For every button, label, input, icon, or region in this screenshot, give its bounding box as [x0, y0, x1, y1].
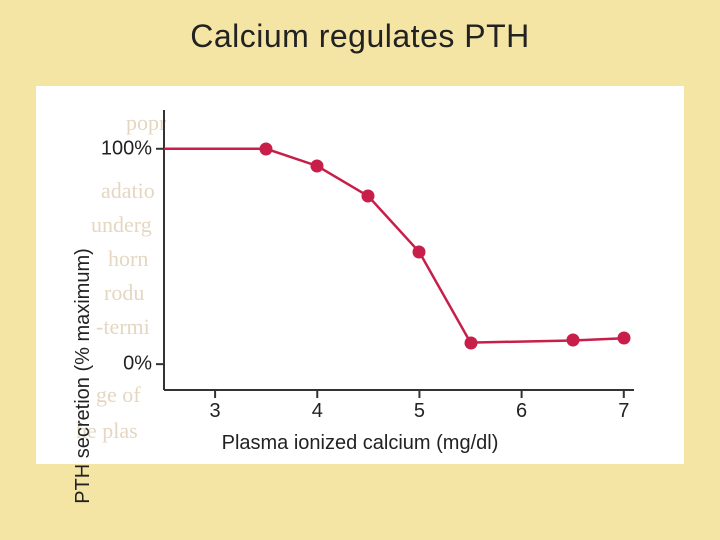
y-tick: 100%	[101, 137, 152, 160]
chart-figure: popradatiounderghornrodu-termige ofhe pl…	[36, 86, 684, 464]
ghost-text-fragment: ge of	[96, 382, 141, 408]
x-tick: 7	[618, 400, 629, 423]
ghost-text-fragment: popr	[126, 110, 166, 136]
data-line	[164, 110, 634, 390]
x-tick: 6	[516, 400, 527, 423]
ghost-text-fragment: horn	[108, 246, 148, 272]
slide: Calcium regulates PTH popr adatio underg ho…	[0, 0, 720, 540]
ghost-text-fragment: underg	[91, 212, 152, 238]
data-point	[260, 142, 273, 155]
x-axis-label: Plasma ionized calcium (mg/dl)	[222, 432, 499, 455]
x-tick: 5	[414, 400, 425, 423]
line-chart: 34567 0%100%	[164, 110, 634, 390]
ghost-text-fragment: rodu	[104, 280, 144, 306]
x-tick: 4	[312, 400, 323, 423]
data-point	[566, 334, 579, 347]
ghost-text-fragment: -termi	[96, 314, 150, 340]
data-point	[617, 332, 630, 345]
slide-title: Calcium regulates PTH	[0, 18, 720, 55]
x-tick: 3	[210, 400, 221, 423]
data-point	[413, 246, 426, 259]
data-point	[464, 336, 477, 349]
data-point	[311, 160, 324, 173]
y-axis-label: PTH secretion (% maximum)	[72, 248, 95, 504]
y-tick: 0%	[123, 353, 152, 376]
data-point	[362, 190, 375, 203]
ghost-text-fragment: adatio	[101, 178, 155, 204]
